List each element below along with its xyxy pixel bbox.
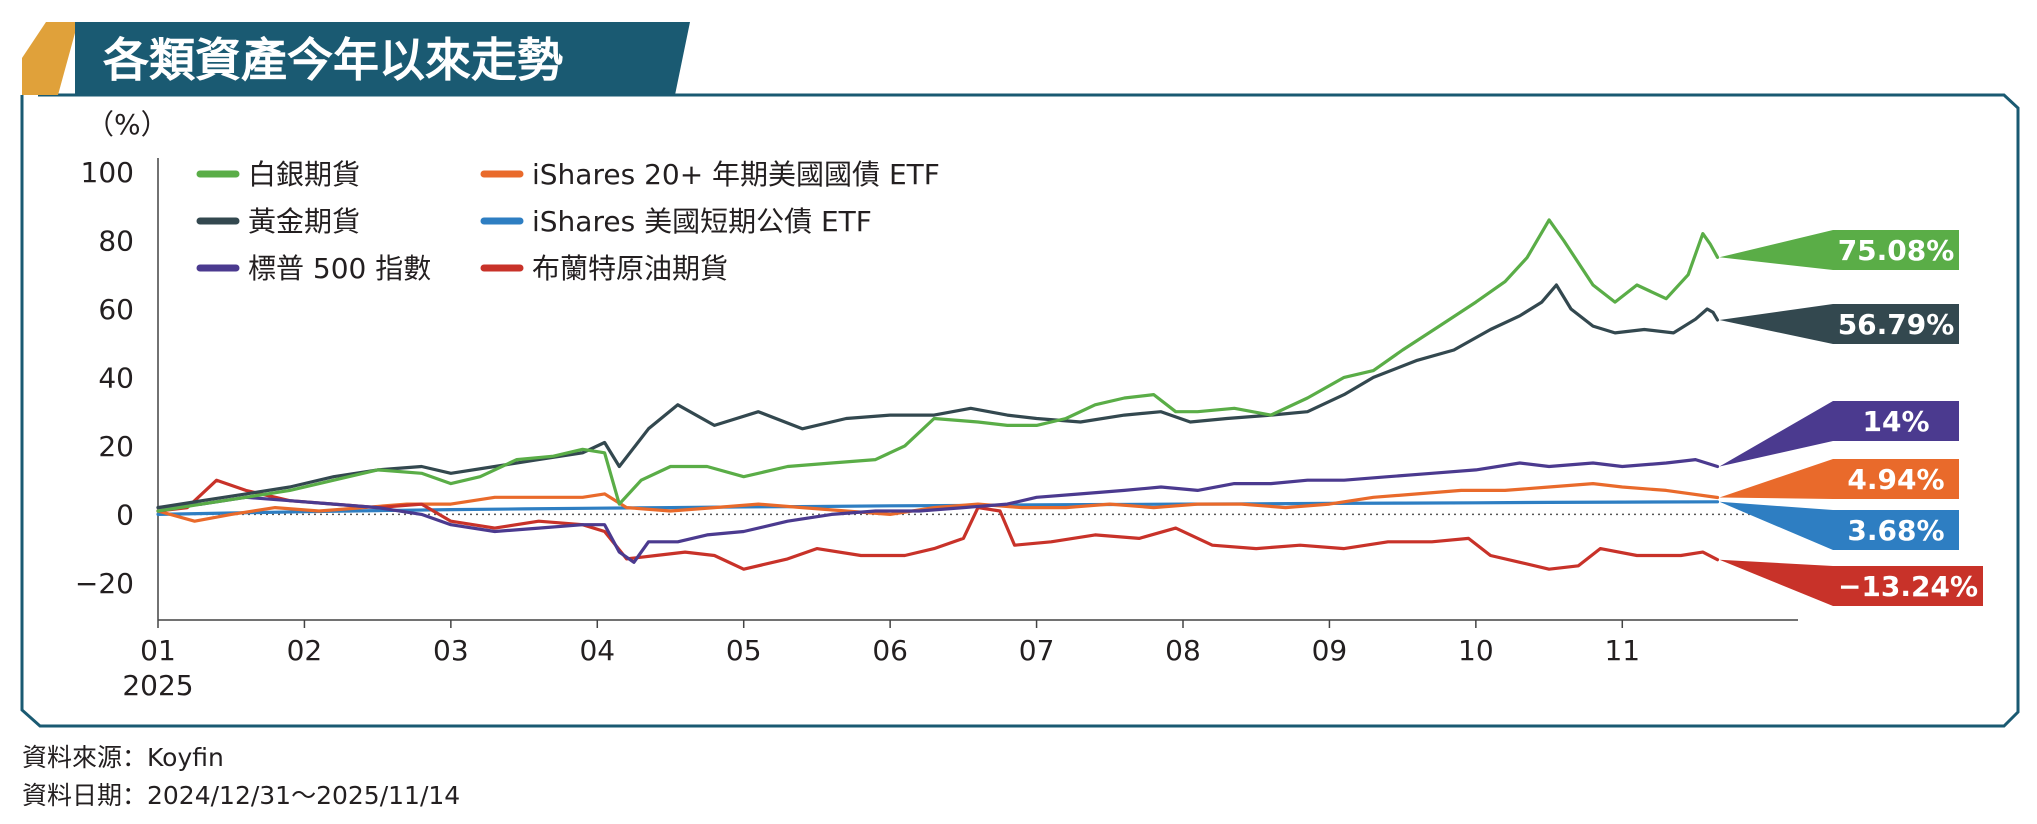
end-value-label: 3.68% (1847, 514, 1944, 547)
legend-label: 黃金期貨 (248, 205, 360, 238)
legend-label: iShares 20+ 年期美國國債 ETF (532, 158, 940, 191)
y-tick-label: 0 (116, 498, 134, 531)
y-tick-label: 60 (98, 293, 134, 326)
end-label-box (1833, 401, 1959, 441)
date-range-note: 資料日期：2024/12/31～2025/11/14 (22, 781, 461, 810)
axes: （%） −20 0 20 40 60 80 100 01 02 03 04 05 06 07 08 09 10 11… (75, 108, 1798, 702)
x-tick-label: 10 (1458, 634, 1494, 667)
end-label-box (1833, 459, 1959, 499)
x-tick-label: 05 (726, 634, 762, 667)
end-label-box (1833, 510, 1959, 550)
title-accent (22, 22, 78, 95)
y-tick-label: 20 (98, 430, 134, 463)
title-banner (75, 22, 675, 95)
legend-label: 白銀期貨 (248, 158, 360, 191)
source-note: 資料來源：Koyfin (22, 743, 224, 772)
y-tick-label: 80 (98, 224, 134, 257)
end-value-label: 56.79% (1838, 308, 1955, 341)
end-label-box (1833, 230, 1959, 270)
chart-title: 各類資產今年以來走勢 (103, 33, 563, 87)
end-label-pointer (1719, 230, 1833, 270)
end-value-label: 14% (1862, 405, 1929, 438)
end-label-pointer (1719, 559, 1833, 606)
series-line (156, 500, 1720, 517)
series-line (156, 283, 1720, 510)
x-tick-label: 07 (1019, 634, 1055, 667)
chart-frame (20, 93, 2020, 728)
x-tick-label: 01 (140, 634, 176, 667)
series-line (156, 218, 1720, 513)
end-labels: 75.08% 56.79% 14% 4.94% 3.68% −13.24% (1719, 230, 1983, 606)
y-axis-label: （%） (86, 108, 169, 141)
end-label-pointer (1719, 501, 1833, 550)
end-label-box (1833, 566, 1983, 606)
end-label-box (1833, 304, 1959, 344)
x-tick-label: 09 (1312, 634, 1348, 667)
x-tick-label: 04 (579, 634, 615, 667)
y-tick-label: 100 (81, 156, 134, 189)
series-line (156, 478, 1720, 571)
legend-label: 標普 500 指數 (248, 252, 431, 285)
x-tick-label: 11 (1604, 634, 1640, 667)
y-tick-label: 40 (98, 361, 134, 394)
end-label-pointer (1719, 459, 1833, 499)
series-lines (156, 218, 1720, 571)
legend-label: 布蘭特原油期貨 (532, 252, 728, 285)
end-label-pointer (1719, 401, 1833, 467)
x-tick-label: 03 (433, 634, 469, 667)
x-year-label: 2025 (122, 669, 193, 702)
end-value-label: −13.24% (1838, 570, 1978, 603)
end-value-label: 4.94% (1847, 463, 1944, 496)
x-tick-label: 06 (872, 634, 908, 667)
x-tick-label: 02 (287, 634, 323, 667)
title-banner-tail (655, 22, 690, 95)
y-tick-label: −20 (75, 567, 134, 600)
end-label-pointer (1719, 304, 1833, 344)
end-value-label: 75.08% (1838, 234, 1955, 267)
series-line (156, 458, 1720, 564)
legend-label: iShares 美國短期公債 ETF (532, 205, 872, 238)
x-tick-label: 08 (1165, 634, 1201, 667)
